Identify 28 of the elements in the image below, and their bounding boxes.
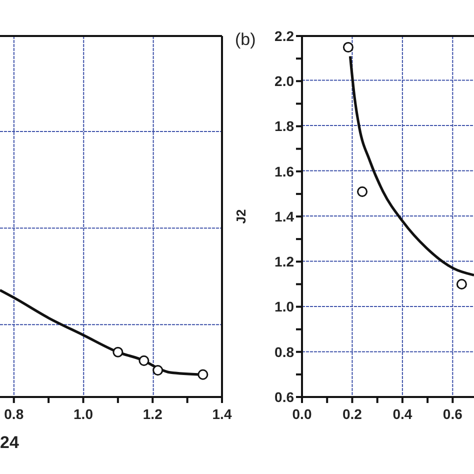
x-tick-label: 0.2 — [342, 406, 362, 422]
y-tick-label: 0.8 — [274, 344, 294, 360]
point — [152, 365, 164, 376]
x-tick-label: 0.8 — [4, 406, 24, 422]
point — [198, 369, 208, 380]
y-tick-label: 1.0 — [274, 298, 294, 315]
y-tick-label: 1.4 — [274, 208, 294, 224]
y-tick-label: 2.2 — [274, 28, 294, 44]
x-tick-label: 1.0 — [74, 406, 94, 422]
y-axis-title: J2 — [234, 209, 249, 224]
point — [112, 346, 124, 358]
y-tick-label: 1.6 — [274, 163, 294, 180]
point — [456, 278, 467, 290]
y-tick-label: 0.6 — [274, 388, 294, 405]
x-axis-title: 24 — [0, 433, 20, 452]
y-tick-label: 1.2 — [274, 254, 294, 270]
point — [342, 42, 354, 53]
point — [138, 355, 150, 366]
y-tick-label: 2.0 — [274, 73, 294, 90]
chart-title: (b) — [235, 30, 256, 49]
line-series — [348, 55, 474, 276]
point — [357, 186, 368, 197]
x-tick-label: 0.6 — [442, 406, 463, 422]
x-tick-label: 0.4 — [392, 406, 412, 422]
x-tick-label: 1.2 — [142, 406, 163, 422]
x-tick-label: 1.4 — [212, 406, 232, 422]
y-tick-label: 1.8 — [274, 118, 294, 134]
x-tick-label: 0.0 — [292, 406, 312, 422]
